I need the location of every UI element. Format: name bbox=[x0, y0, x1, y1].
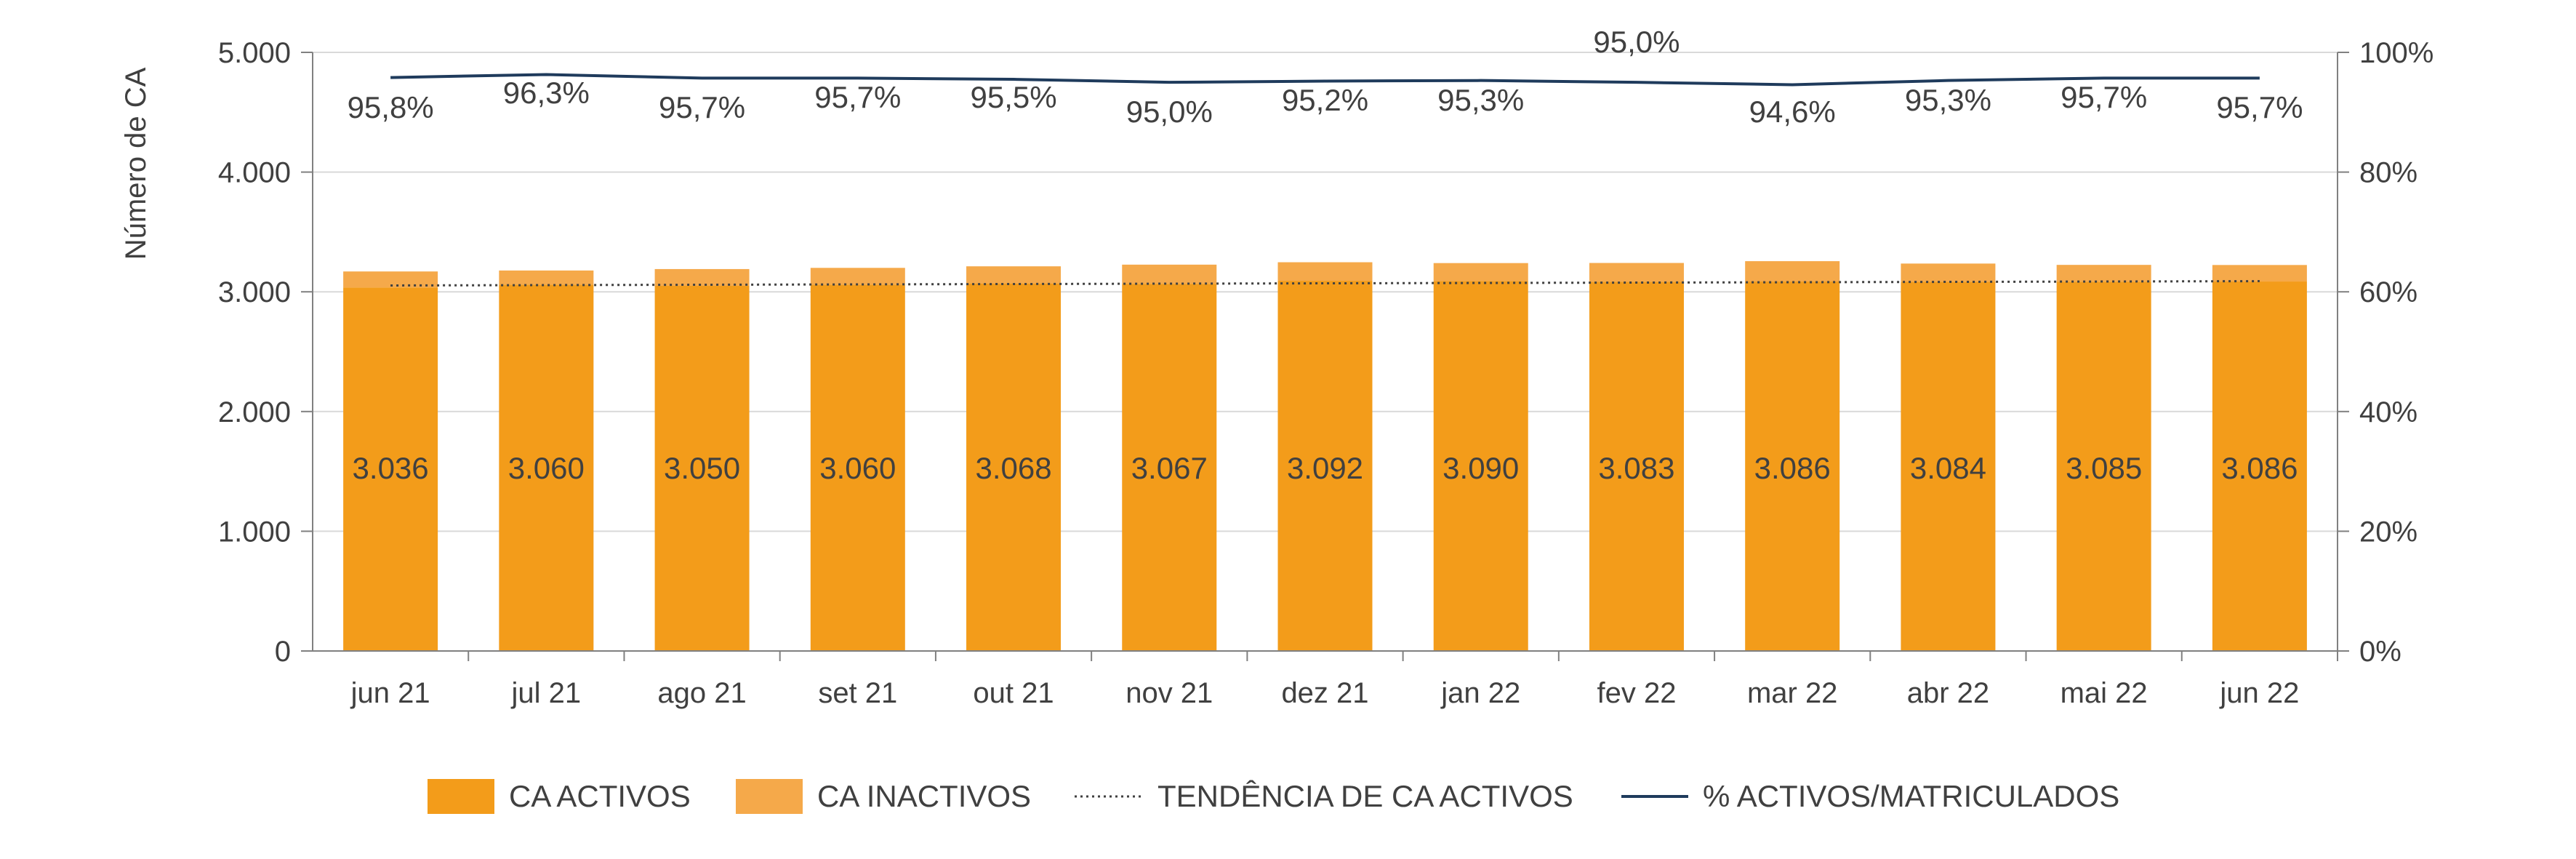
legend: CA ACTIVOS CA INACTIVOS TENDÊNCIA DE CA AC… bbox=[428, 779, 2119, 814]
x-tick-label: ago 21 bbox=[657, 677, 746, 709]
bar-value-label: 3.086 bbox=[2221, 451, 2298, 485]
bar-inactive bbox=[2056, 265, 2151, 282]
y-tick-label: 3.000 bbox=[218, 276, 291, 308]
bar-active bbox=[966, 284, 1062, 651]
y2-tick-label: 40% bbox=[2359, 396, 2417, 428]
bar-inactive bbox=[1433, 263, 1528, 281]
bar-active bbox=[343, 287, 438, 651]
bar-inactive bbox=[499, 270, 594, 285]
bar-value-label: 3.092 bbox=[1287, 451, 1363, 485]
percentage-label: 95,7% bbox=[814, 80, 901, 114]
labels: 0 1.000 2.000 3.000 4.000 5.000 0% 20% 40% 60% 80%… bbox=[218, 25, 2433, 709]
percentage-label: 95,7% bbox=[2061, 80, 2147, 114]
bar-active bbox=[1901, 281, 1996, 651]
bar-value-label: 3.060 bbox=[508, 451, 585, 485]
bar-value-label: 3.060 bbox=[819, 451, 896, 485]
legend-label-trend: TENDÊNCIA DE CA ACTIVOS bbox=[1157, 779, 1573, 813]
bar-value-label: 3.090 bbox=[1443, 451, 1519, 485]
y-tick-label: 5.000 bbox=[218, 37, 291, 69]
bar-active bbox=[2212, 281, 2307, 651]
percentage-label: 94,6% bbox=[1749, 95, 1836, 129]
percentage-label: 95,0% bbox=[1593, 25, 1680, 59]
bar-inactive bbox=[810, 268, 905, 285]
y2-tick-label: 60% bbox=[2359, 276, 2417, 308]
legend-swatch-active bbox=[428, 779, 494, 814]
y2-tick-label: 20% bbox=[2359, 516, 2417, 548]
legend-label-active: CA ACTIVOS bbox=[509, 779, 691, 813]
bar-inactive bbox=[1277, 262, 1373, 281]
bar-value-label: 3.067 bbox=[1131, 451, 1208, 485]
bar-active bbox=[1122, 284, 1217, 651]
bar-active bbox=[1589, 281, 1684, 651]
y-tick-label: 2.000 bbox=[218, 396, 291, 428]
y2-tick-label: 100% bbox=[2359, 37, 2433, 69]
axes bbox=[301, 52, 2349, 661]
bar-active bbox=[810, 284, 905, 651]
legend-swatch-inactive bbox=[736, 779, 803, 814]
percentage-label: 95,2% bbox=[1282, 83, 1368, 117]
bar-inactive bbox=[966, 266, 1062, 284]
x-tick-label: jun 21 bbox=[350, 677, 430, 709]
legend-label-percentage: % ACTIVOS/MATRICULADOS bbox=[1703, 779, 2119, 813]
y2-tick-label: 80% bbox=[2359, 157, 2417, 189]
percentage-label: 95,3% bbox=[1905, 83, 1991, 117]
bar-value-label: 3.083 bbox=[1598, 451, 1674, 485]
x-tick-label: abr 22 bbox=[1907, 677, 1989, 709]
bar-value-label: 3.068 bbox=[975, 451, 1051, 485]
bar-active bbox=[1433, 281, 1528, 651]
percentage-label: 96,3% bbox=[503, 76, 590, 110]
bar-value-label: 3.086 bbox=[1754, 451, 1831, 485]
bar-inactive bbox=[2212, 265, 2307, 282]
percentage-label: 95,7% bbox=[2216, 90, 2303, 124]
bar-value-label: 3.036 bbox=[353, 451, 429, 485]
y-tick-label: 0 bbox=[275, 636, 291, 668]
x-tick-label: fev 22 bbox=[1597, 677, 1676, 709]
y2-tick-label: 0% bbox=[2359, 636, 2402, 668]
bar-active bbox=[654, 285, 750, 651]
bar-active bbox=[499, 284, 594, 651]
bar-value-label: 3.085 bbox=[2066, 451, 2142, 485]
percentage-label: 95,7% bbox=[659, 90, 745, 124]
y-tick-label: 1.000 bbox=[218, 516, 291, 548]
x-tick-label: nov 21 bbox=[1126, 677, 1213, 709]
percentage-line bbox=[390, 73, 2260, 87]
bars bbox=[343, 261, 2307, 651]
x-tick-label: mar 22 bbox=[1747, 677, 1838, 709]
bar-active bbox=[2056, 281, 2151, 651]
bar-value-label: 3.050 bbox=[664, 451, 740, 485]
x-tick-label: dez 21 bbox=[1281, 677, 1368, 709]
bar-inactive bbox=[1745, 261, 1840, 282]
bar-inactive bbox=[343, 271, 438, 288]
percentage-label: 95,5% bbox=[970, 80, 1056, 114]
bar-inactive bbox=[1901, 263, 1996, 282]
x-tick-label: mai 22 bbox=[2061, 677, 2148, 709]
percentage-label: 95,0% bbox=[1126, 95, 1213, 129]
bar-value-label: 3.084 bbox=[1910, 451, 1986, 485]
x-tick-label: jul 21 bbox=[511, 677, 582, 709]
bar-active bbox=[1277, 281, 1373, 651]
bar-inactive bbox=[1122, 264, 1217, 284]
x-tick-label: jun 22 bbox=[2219, 677, 2299, 709]
percentage-line-path bbox=[390, 73, 2260, 87]
bar-active bbox=[1745, 281, 1840, 651]
y-axis-title: Número de CA bbox=[120, 67, 152, 260]
bar-inactive bbox=[654, 268, 750, 286]
legend-label-inactive: CA INACTIVOS bbox=[817, 779, 1031, 813]
y-tick-label: 4.000 bbox=[218, 157, 291, 189]
x-tick-label: set 21 bbox=[818, 677, 897, 709]
percentage-label: 95,8% bbox=[348, 90, 434, 124]
bar-inactive bbox=[1589, 263, 1684, 282]
x-tick-label: out 21 bbox=[973, 677, 1054, 709]
percentage-label: 95,3% bbox=[1437, 83, 1524, 117]
x-tick-label: jan 22 bbox=[1440, 677, 1520, 709]
